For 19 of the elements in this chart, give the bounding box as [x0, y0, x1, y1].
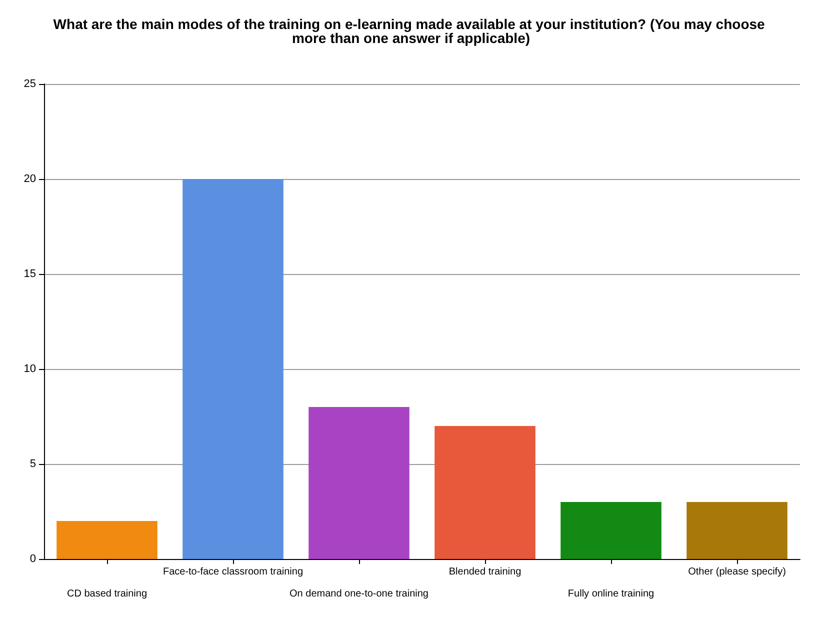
bar [434, 426, 536, 559]
chart-title: What are the main modes of the training on e-learning made available at your institution? (You may choose more than one answer if applicable) [53, 16, 769, 46]
y-tick-label: 10 [24, 363, 36, 375]
y-tick-label: 5 [30, 458, 36, 470]
bar [686, 502, 788, 559]
x-tick-label: On demand one-to-one training [290, 588, 428, 600]
x-tick-label: Fully online training [568, 588, 654, 600]
x-tick-label: Face-to-face classroom training [162, 566, 304, 578]
y-tick-label: 20 [24, 173, 36, 185]
x-tick-label: CD based training [66, 588, 148, 600]
x-tick-label: Other (please specify) [688, 566, 786, 578]
y-tick-label: 0 [30, 553, 36, 565]
bar [182, 179, 284, 559]
y-tick-label: 25 [24, 78, 36, 90]
bar [308, 407, 410, 559]
bar [560, 502, 662, 559]
x-tick-label: Blended training [448, 566, 522, 578]
y-tick-label: 15 [24, 268, 36, 280]
bar [56, 521, 158, 559]
